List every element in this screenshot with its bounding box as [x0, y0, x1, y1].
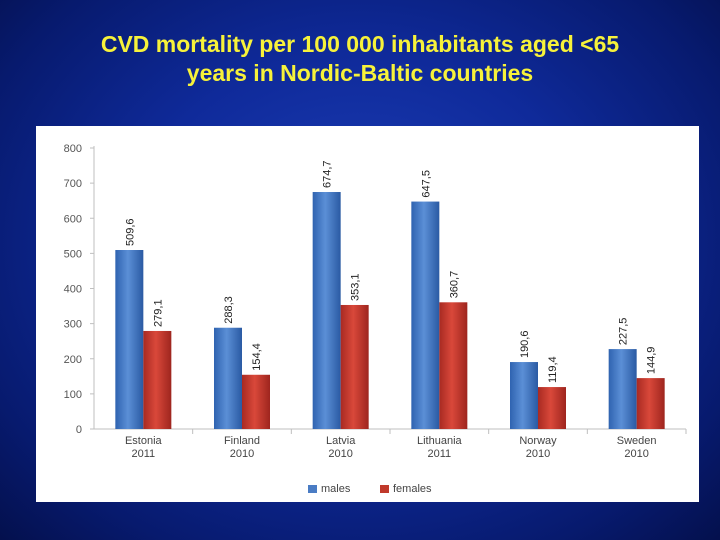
chart-panel: 0 100 200 300 400 500 600 700 800 509,6 279,1 Esto… [36, 126, 699, 502]
data-label: 279,1 [152, 299, 164, 327]
y-tick-label: 0 [76, 424, 82, 436]
x-category-label: Norway [519, 435, 557, 447]
y-tick-label: 200 [64, 354, 82, 366]
y-tick-label: 100 [64, 389, 82, 401]
bar-females-lithuania [439, 302, 468, 429]
bar-males-estonia [115, 250, 144, 429]
x-category-year: 2010 [328, 448, 352, 460]
title-line-2: years in Nordic-Baltic countries [186, 60, 534, 86]
data-label: 353,1 [350, 273, 362, 301]
x-category-label: Lithuania [417, 435, 463, 447]
data-label: 144,9 [646, 347, 658, 375]
data-label: 509,6 [124, 218, 136, 246]
legend-label-females: females [393, 483, 432, 495]
data-label: 190,6 [519, 331, 531, 359]
y-tick-label: 600 [64, 213, 82, 225]
bar-males-latvia [312, 192, 341, 429]
x-category-year: 2011 [132, 448, 156, 460]
x-category-year: 2010 [526, 448, 550, 460]
bar-females-sweden [636, 378, 665, 429]
bar-males-lithuania [411, 201, 440, 429]
y-tick-label: 400 [64, 284, 82, 296]
x-category-year: 2010 [230, 448, 254, 460]
bar-males-finland [214, 327, 242, 429]
data-label: 360,7 [448, 271, 460, 299]
bar-females-latvia [340, 304, 369, 429]
bar-females-estonia [143, 330, 172, 429]
y-tick-label: 800 [64, 143, 82, 155]
bar-males-norway [510, 362, 538, 429]
data-label: 227,5 [618, 318, 630, 346]
data-label: 154,4 [251, 343, 263, 371]
x-category-label: Latvia [326, 435, 356, 447]
data-label: 674,7 [322, 160, 334, 188]
x-category-year: 2011 [428, 448, 452, 460]
legend-label-males: males [321, 483, 351, 495]
data-label: 647,5 [420, 170, 432, 198]
bar-females-norway [538, 387, 566, 429]
x-category-label: Finland [224, 435, 260, 447]
x-category-label: Estonia [125, 435, 163, 447]
bar-chart: 0 100 200 300 400 500 600 700 800 509,6 279,1 Esto… [64, 143, 687, 495]
y-tick-label: 500 [64, 248, 82, 260]
title-line-1: CVD mortality per 100 000 inhabitants ag… [100, 31, 620, 57]
y-tick-label: 300 [64, 319, 82, 331]
legend-swatch-males [308, 485, 317, 493]
x-category-year: 2010 [624, 448, 648, 460]
bar-males-sweden [608, 349, 637, 429]
data-label: 288,3 [223, 296, 235, 324]
bar-females-finland [242, 374, 270, 429]
y-tick-label: 700 [64, 178, 82, 190]
data-label: 119,4 [547, 356, 559, 383]
legend-swatch-females [380, 485, 389, 493]
x-category-label: Sweden [617, 435, 657, 447]
slide-title: CVD mortality per 100 000 inhabitants ag… [0, 30, 720, 88]
